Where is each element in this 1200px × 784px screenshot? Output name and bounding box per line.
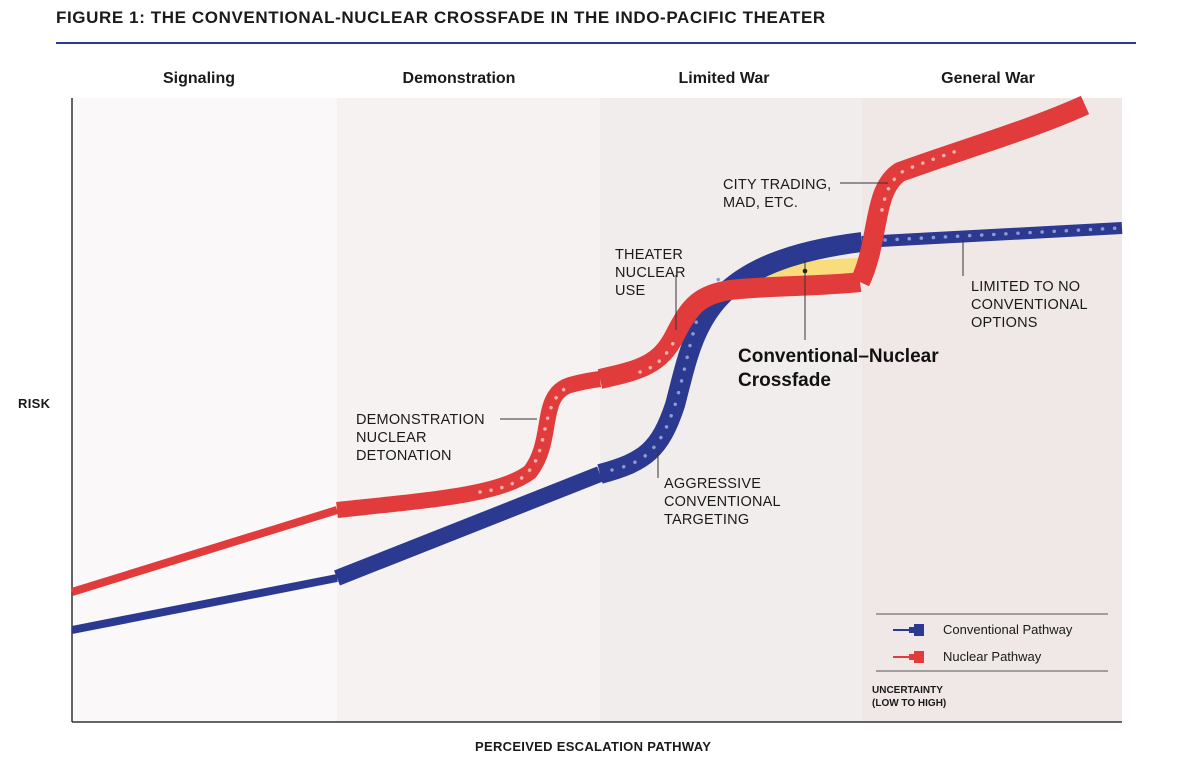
legend (876, 613, 1108, 672)
band-limited-war (600, 98, 862, 722)
annotation-demonstration-detonation: DEMONSTRATION NUCLEAR DETONATION (356, 412, 485, 464)
crossfade-dot (802, 268, 808, 274)
conventional-pathway (71, 222, 1123, 634)
legend-swatch-nuclear (893, 651, 924, 663)
annotation-limited-options: LIMITED TO NO CONVENTIONAL OPTIONS (971, 279, 1088, 331)
x-axis-label: PERCEIVED ESCALATION PATHWAY (475, 739, 712, 754)
band-demonstration (337, 98, 600, 722)
annotation-aggressive-targeting: AGGRESSIVE CONVENTIONAL TARGETING (664, 476, 781, 528)
leader-lines (500, 182, 964, 478)
band-general-war (862, 98, 1122, 722)
y-axis-label: RISK (18, 396, 51, 411)
legend-label-nuclear: Nuclear Pathway (943, 649, 1042, 664)
crossfade-callout: Conventional–Nuclear Crossfade (738, 346, 939, 391)
phase-demonstration: Demonstration (402, 70, 516, 87)
phase-general-war: General War (941, 70, 1035, 87)
figure-title: FIGURE 1: THE CONVENTIONAL-NUCLEAR CROSS… (56, 8, 826, 27)
legend-label-conventional: Conventional Pathway (943, 622, 1073, 637)
band-signaling (72, 98, 337, 722)
title-rule (56, 42, 1136, 44)
legend-uncertainty: UNCERTAINTY (LOW TO HIGH) (872, 685, 947, 709)
annotation-theater-nuclear-use: THEATER NUCLEAR USE (615, 247, 686, 299)
phase-limited-war: Limited War (678, 70, 770, 87)
legend-swatch-conventional (893, 624, 924, 636)
annotation-city-trading: CITY TRADING, MAD, ETC. (723, 177, 832, 211)
phase-signaling: Signaling (163, 70, 235, 87)
